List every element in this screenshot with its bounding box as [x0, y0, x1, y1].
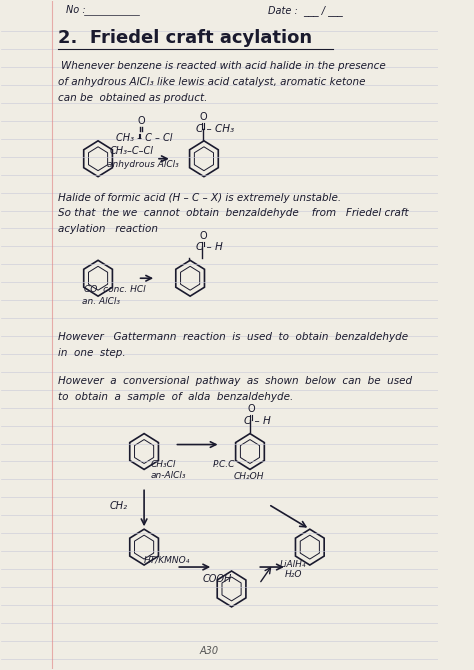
Text: O: O: [247, 404, 255, 413]
Text: H₂O: H₂O: [285, 570, 302, 579]
Text: LiAlH₄: LiAlH₄: [280, 560, 306, 569]
Text: Whenever benzene is reacted with acid halide in the presence: Whenever benzene is reacted with acid ha…: [61, 61, 386, 71]
Text: A30: A30: [200, 646, 219, 656]
Text: of anhydrous AlCl₃ like lewis acid catalyst, aromatic ketone: of anhydrous AlCl₃ like lewis acid catal…: [58, 77, 366, 87]
Text: CH₃–C–Cl: CH₃–C–Cl: [110, 146, 154, 155]
Text: No :: No :: [66, 5, 85, 15]
Text: CH₃Cl: CH₃Cl: [151, 460, 176, 470]
Text: C – CH₃: C – CH₃: [196, 124, 234, 134]
Text: P.C.C: P.C.C: [213, 460, 236, 470]
Text: 2.  Friedel craft acylation: 2. Friedel craft acylation: [58, 29, 312, 47]
Text: can be  obtained as product.: can be obtained as product.: [58, 93, 208, 103]
Text: C – H: C – H: [196, 243, 222, 253]
Text: O: O: [199, 231, 207, 241]
Text: O: O: [199, 112, 207, 122]
Text: Date :  ___ / ___: Date : ___ / ___: [268, 5, 343, 16]
Text: an-AlCl₃: an-AlCl₃: [151, 472, 186, 480]
Text: Halide of formic acid (H – C – X) is extremely unstable.: Halide of formic acid (H – C – X) is ext…: [58, 192, 342, 202]
Text: CH₃ – C – Cl: CH₃ – C – Cl: [117, 133, 173, 143]
Text: an. AlCl₃: an. AlCl₃: [82, 297, 120, 306]
Text: C – H: C – H: [244, 415, 270, 425]
Text: O: O: [137, 116, 145, 126]
Text: acylation   reaction: acylation reaction: [58, 224, 158, 234]
Text: anhydrous AlCl₃: anhydrous AlCl₃: [107, 159, 179, 169]
Text: in  one  step.: in one step.: [58, 348, 126, 358]
Text: HT/KMNO₄: HT/KMNO₄: [144, 555, 191, 564]
Text: CH₂: CH₂: [110, 501, 128, 511]
Text: CH₂OH: CH₂OH: [233, 472, 264, 482]
Text: So that  the we  cannot  obtain  benzaldehyde    from   Friedel craft: So that the we cannot obtain benzaldehyd…: [58, 208, 409, 218]
Text: COOH: COOH: [202, 574, 231, 584]
Text: However  a  conversional  pathway  as  shown  below  can  be  used: However a conversional pathway as shown …: [58, 376, 412, 386]
Text: CO  conc. HCl: CO conc. HCl: [84, 285, 146, 294]
Text: to  obtain  a  sample  of  alda  benzaldehyde.: to obtain a sample of alda benzaldehyde.: [58, 392, 294, 402]
Text: However   Gattermann  reaction  is  used  to  obtain  benzaldehyde: However Gattermann reaction is used to o…: [58, 332, 409, 342]
